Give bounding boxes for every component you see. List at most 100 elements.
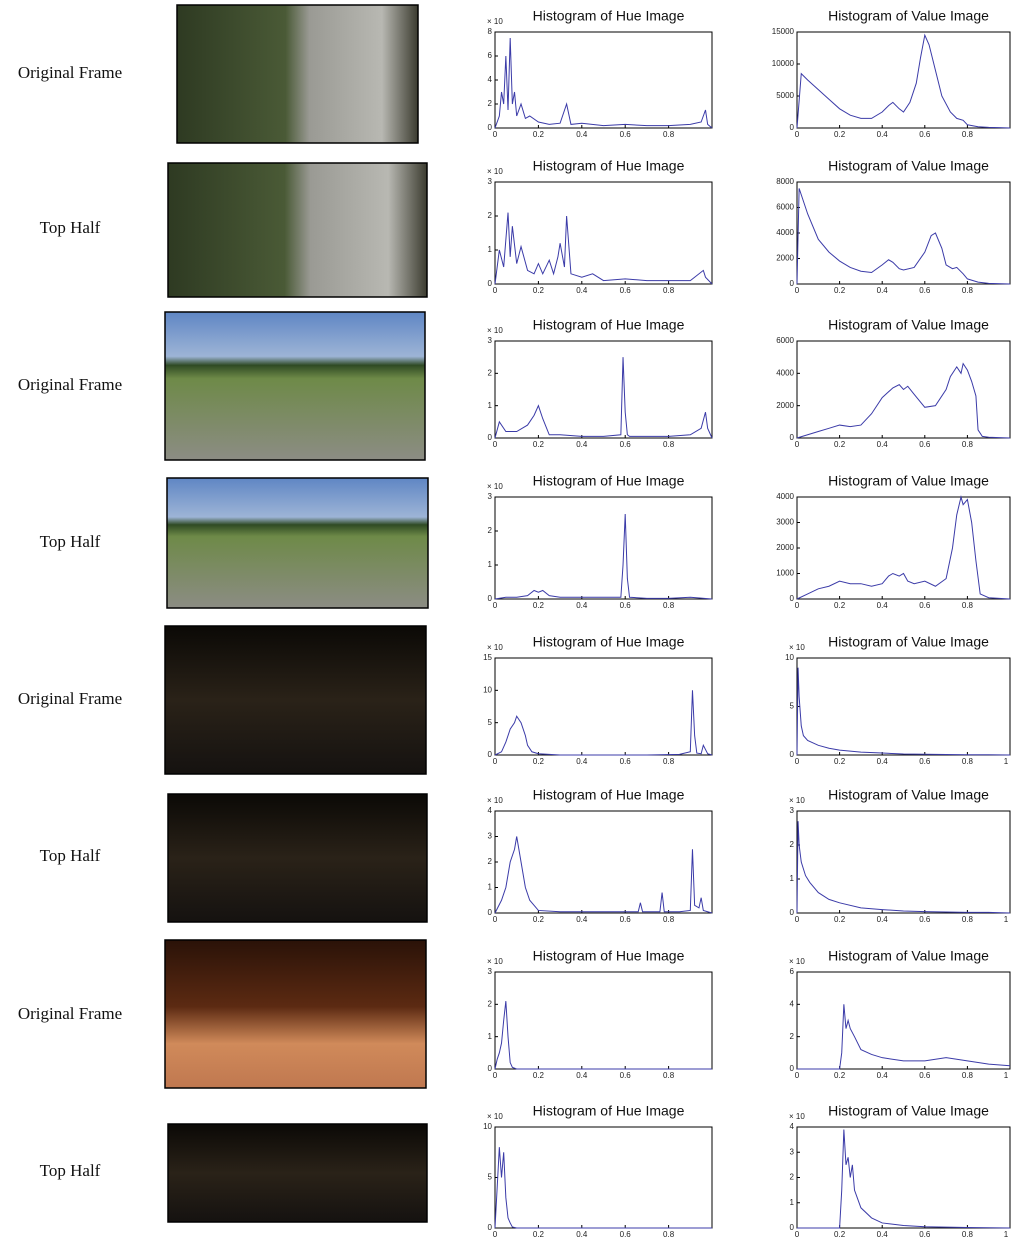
x-tick-label: 0 (795, 130, 800, 139)
x-tick-label: 0.4 (576, 286, 588, 295)
plot-frame (495, 1127, 712, 1228)
chart-title: Histogram of Hue Image (533, 1103, 685, 1119)
frame-image (165, 312, 425, 460)
plot-frame (495, 972, 712, 1069)
chart-title: Histogram of Hue Image (533, 317, 685, 333)
y-tick-label: 2000 (776, 543, 794, 552)
y-tick-label: 10 (483, 1122, 492, 1131)
x-tick-label: 0.6 (620, 286, 632, 295)
histogram-chart: Histogram of Value Image0100020003000400… (776, 473, 1010, 610)
y-tick-label: 6 (790, 967, 795, 976)
x-tick-label: 0.8 (962, 130, 974, 139)
x-tick-label: 0 (795, 915, 800, 924)
y-multiplier: × 10 (487, 17, 503, 26)
x-tick-label: 0.6 (919, 1230, 931, 1239)
y-tick-label: 4 (790, 999, 795, 1008)
y-tick-label: 3 (488, 967, 493, 976)
y-tick-label: 6000 (776, 203, 794, 212)
chart-title: Histogram of Value Image (828, 8, 989, 24)
y-tick-label: 5 (488, 1173, 493, 1182)
x-tick-label: 0.2 (533, 130, 545, 139)
x-tick-label: 0.8 (962, 601, 974, 610)
x-tick-label: 0.6 (620, 440, 632, 449)
x-tick-label: 0.8 (962, 757, 974, 766)
y-tick-label: 2 (790, 840, 795, 849)
x-tick-label: 0.8 (663, 130, 675, 139)
x-tick-label: 0.6 (919, 601, 931, 610)
x-tick-label: 0.4 (877, 440, 889, 449)
x-tick-label: 1 (1004, 1230, 1009, 1239)
y-tick-label: 1 (488, 883, 493, 892)
chart-title: Histogram of Hue Image (533, 473, 685, 489)
x-tick-label: 0 (795, 1230, 800, 1239)
plot-frame (495, 811, 712, 913)
x-tick-label: 0.2 (533, 440, 545, 449)
x-tick-label: 0 (795, 440, 800, 449)
x-tick-label: 0.2 (533, 757, 545, 766)
x-tick-label: 0.2 (834, 915, 846, 924)
y-tick-label: 2 (488, 857, 493, 866)
y-tick-label: 5 (488, 718, 493, 727)
frame-image (165, 940, 426, 1088)
row-label: Original Frame (18, 689, 122, 708)
x-tick-label: 0.4 (877, 1230, 889, 1239)
y-tick-label: 2 (790, 1173, 795, 1182)
x-tick-label: 0.8 (663, 440, 675, 449)
chart-title: Histogram of Value Image (828, 948, 989, 964)
histogram-chart: Histogram of Value Image0500010000150000… (772, 8, 1010, 139)
x-tick-label: 0.8 (962, 1230, 974, 1239)
x-tick-label: 0.6 (620, 1230, 632, 1239)
y-tick-label: 4000 (776, 368, 794, 377)
y-tick-label: 1 (488, 1032, 493, 1041)
x-tick-label: 1 (1004, 1071, 1009, 1080)
y-multiplier: × 10 (789, 1112, 805, 1121)
y-tick-label: 1 (790, 1198, 795, 1207)
frame-image (168, 163, 427, 297)
x-tick-label: 0 (795, 1071, 800, 1080)
y-tick-label: 2 (488, 999, 493, 1008)
y-tick-label: 3 (790, 806, 795, 815)
row-label: Original Frame (18, 1004, 122, 1023)
y-tick-label: 2 (488, 526, 493, 535)
y-tick-label: 10000 (772, 59, 795, 68)
y-multiplier: × 10 (487, 326, 503, 335)
frame-image (177, 5, 418, 143)
chart-title: Histogram of Hue Image (533, 158, 685, 174)
histogram-chart: Histogram of Hue Image× 10012300.20.40.6… (487, 317, 712, 449)
plot-frame (797, 811, 1010, 913)
plot-frame (797, 182, 1010, 284)
y-tick-label: 10 (483, 685, 492, 694)
x-tick-label: 0 (795, 757, 800, 766)
x-tick-label: 0.4 (877, 286, 889, 295)
y-tick-label: 2 (488, 99, 493, 108)
x-tick-label: 1 (1004, 915, 1009, 924)
row-label: Original Frame (18, 375, 122, 394)
x-tick-label: 0.4 (576, 1071, 588, 1080)
y-tick-label: 1 (790, 874, 795, 883)
x-tick-label: 0.6 (919, 440, 931, 449)
chart-title: Histogram of Hue Image (533, 948, 685, 964)
x-tick-label: 0.6 (620, 915, 632, 924)
y-tick-label: 8 (488, 27, 493, 36)
x-tick-label: 0.8 (962, 440, 974, 449)
y-tick-label: 4000 (776, 492, 794, 501)
row-label: Top Half (40, 1161, 101, 1180)
x-tick-label: 0.6 (919, 1071, 931, 1080)
y-tick-label: 3 (488, 832, 493, 841)
x-tick-label: 0.2 (834, 601, 846, 610)
x-tick-label: 0.2 (834, 1071, 846, 1080)
y-tick-label: 8000 (776, 177, 794, 186)
y-tick-label: 10 (785, 653, 794, 662)
x-tick-label: 0.4 (576, 601, 588, 610)
y-tick-label: 1 (488, 245, 493, 254)
plot-frame (495, 32, 712, 128)
y-multiplier: × 10 (487, 643, 503, 652)
x-tick-label: 0.8 (663, 1071, 675, 1080)
x-tick-label: 0.8 (663, 915, 675, 924)
y-multiplier: × 10 (487, 796, 503, 805)
x-tick-label: 0.6 (620, 757, 632, 766)
x-tick-label: 0.2 (834, 130, 846, 139)
